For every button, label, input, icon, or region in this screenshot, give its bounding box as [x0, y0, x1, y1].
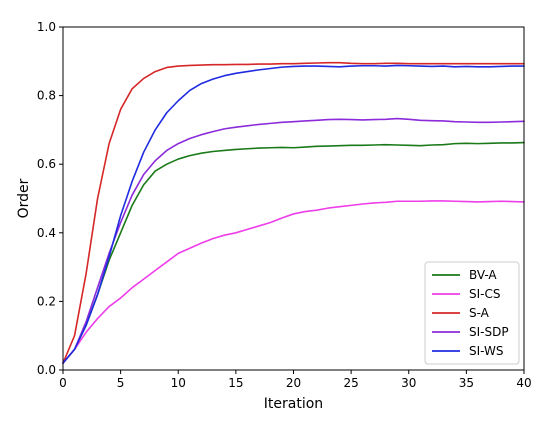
legend-label-si-sdp: SI-SDP	[469, 325, 509, 339]
series-line-si-sdp	[62, 117, 525, 364]
x-tick-label: 40	[516, 376, 531, 390]
x-tick-label: 0	[59, 376, 67, 390]
axes-layer: 0 5 10 15 20 25 30 35 40 0.0 0.2 0.4 0.6 0.8 1.0	[37, 20, 532, 390]
series-line-s-a	[62, 61, 525, 364]
x-tick-label: 10	[171, 376, 186, 390]
legend: BV-A SI-CS S-A SI-SDP SI-WS	[424, 261, 520, 365]
x-tick-label: 35	[459, 376, 474, 390]
legend-label-si-ws: SI-WS	[469, 344, 503, 358]
y-tick-label: 1.0	[37, 20, 56, 34]
series-line-bv-a	[62, 141, 525, 364]
x-axis-label: Iteration	[264, 396, 323, 412]
legend-label-si-cs: SI-CS	[469, 287, 500, 301]
y-tick-label: 0.4	[37, 226, 56, 240]
series-line-si-ws	[62, 64, 525, 364]
x-tick-label: 15	[228, 376, 243, 390]
legend-box	[424, 261, 520, 365]
x-tick-label: 5	[117, 376, 125, 390]
y-axis-label: Order	[16, 178, 32, 218]
y-tick-label: 0.0	[37, 363, 56, 377]
y-tick-label: 0.2	[37, 294, 56, 308]
series-layer	[62, 61, 525, 364]
x-tick-label: 20	[286, 376, 301, 390]
x-tick-label: 25	[343, 376, 358, 390]
y-tick-label: 0.8	[37, 89, 56, 103]
x-tick-label: 30	[401, 376, 416, 390]
legend-label-s-a: S-A	[469, 306, 490, 320]
series-line-si-cs	[62, 200, 525, 364]
y-tick-label: 0.6	[37, 157, 56, 171]
legend-label-bv-a: BV-A	[469, 268, 497, 282]
